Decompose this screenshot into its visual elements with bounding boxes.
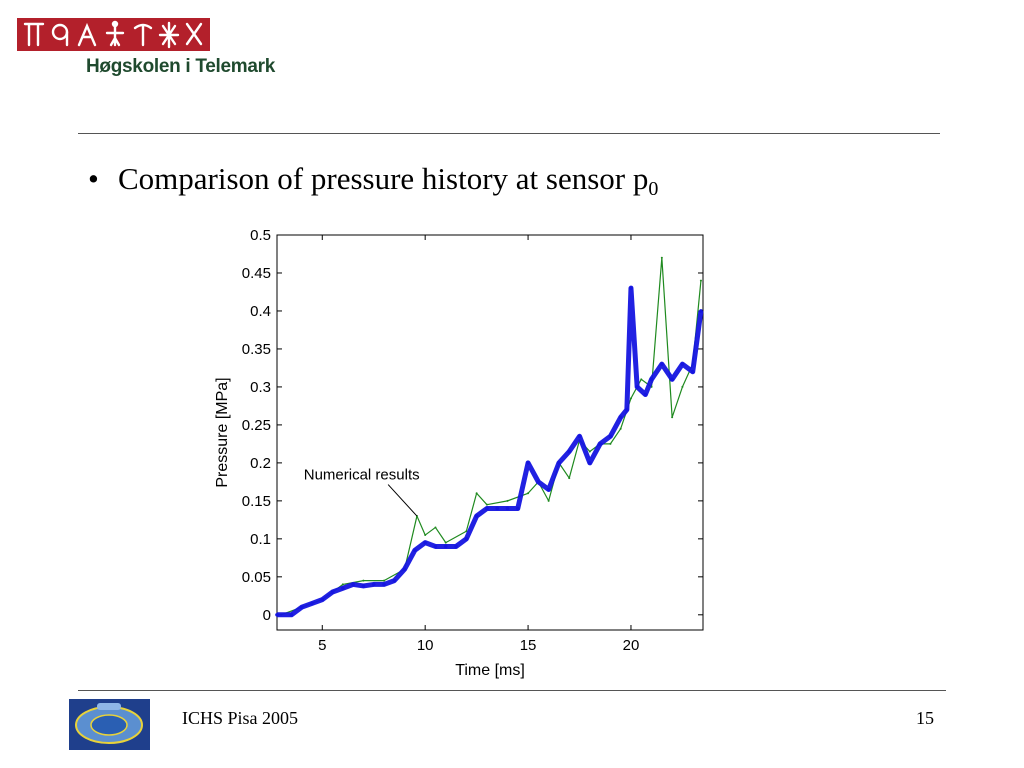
- measured-data-point: [625, 407, 629, 412]
- measured-data-point: [670, 377, 674, 382]
- footer-page-number: 15: [916, 708, 934, 728]
- telemark-logo-band: [17, 18, 210, 51]
- y-tick-label: 0.25: [242, 417, 271, 434]
- measured-data-point: [660, 362, 664, 366]
- measured-data-point: [629, 286, 633, 290]
- x-tick-label: 20: [623, 637, 640, 654]
- measured-data-point: [320, 597, 325, 602]
- measured-data-point: [485, 506, 489, 511]
- y-tick-label: 0.35: [242, 341, 271, 358]
- numerical-data-point: [383, 579, 386, 582]
- numerical-data-point: [434, 526, 437, 529]
- annotation-label: Numerical results: [304, 467, 420, 484]
- measured-data-point: [443, 544, 448, 549]
- x-tick-label: 15: [520, 637, 537, 654]
- measured-data-point: [505, 506, 510, 511]
- bullet-marker: •: [88, 161, 99, 196]
- heading-subscript: 0: [648, 178, 659, 200]
- measured-data-point: [608, 434, 613, 439]
- numerical-data-point: [568, 477, 571, 480]
- y-tick-label: 0.1: [250, 531, 271, 548]
- measured-data-point: [474, 514, 479, 518]
- measured-data-point: [310, 601, 314, 606]
- y-tick-label: 0.2: [250, 455, 271, 472]
- numerical-data-point: [527, 492, 530, 495]
- measured-data-point: [526, 461, 530, 465]
- pressure-chart: 5 10 15 20 0 0.05 0.1 0.15 0.2 0.25 0.3 0.35 0.4 0.45…: [214, 227, 704, 679]
- measured-data-point: [423, 540, 427, 545]
- numerical-data-point: [506, 499, 509, 502]
- bottom-divider: [78, 690, 946, 691]
- numerical-data-point: [341, 583, 344, 586]
- measured-data-point: [351, 582, 355, 587]
- conference-logo: [69, 699, 150, 750]
- y-tick-label: 0.3: [250, 379, 271, 396]
- measured-data-point: [680, 362, 685, 366]
- numerical-data-point: [640, 378, 643, 381]
- numerical-data-point: [681, 385, 684, 388]
- measured-data-point: [413, 548, 417, 553]
- conference-emblem-icon: [75, 703, 143, 744]
- numerical-data-point: [619, 427, 622, 430]
- y-tick-label: 0.05: [242, 569, 271, 586]
- y-tick-label: 0.15: [242, 493, 271, 510]
- measured-data-point: [643, 392, 648, 397]
- measured-data-point: [433, 544, 438, 549]
- measured-data-point: [577, 434, 582, 439]
- numerical-data-point: [671, 416, 674, 419]
- heading-text: Comparison of pressure history at sensor…: [118, 161, 649, 196]
- numerical-data-point: [629, 397, 632, 400]
- institution-name: Høgskolen i Telemark: [86, 56, 275, 77]
- footer-conference: ICHS Pisa 2005: [182, 708, 299, 728]
- measured-data-point: [515, 506, 520, 511]
- measured-data-point: [361, 584, 366, 588]
- measured-data-point: [635, 385, 639, 389]
- numerical-data-point: [660, 256, 663, 259]
- plot-area: [276, 234, 704, 631]
- numerical-data-point: [547, 499, 550, 502]
- y-axis-label: Pressure [MPa]: [214, 377, 231, 487]
- measured-data-point: [536, 480, 541, 484]
- measured-data-point: [275, 613, 279, 617]
- measured-data-point: [371, 582, 376, 587]
- numerical-data-point: [699, 279, 702, 282]
- measured-data-point: [392, 578, 397, 583]
- measured-data-point: [567, 449, 572, 454]
- measured-data-point: [699, 309, 703, 313]
- numerical-data-point: [485, 503, 488, 506]
- measured-data-point: [289, 613, 294, 617]
- measured-data-point: [495, 506, 500, 511]
- measured-data-point: [382, 582, 386, 587]
- measured-data-point: [330, 590, 335, 594]
- numerical-data-point: [588, 450, 591, 453]
- measured-data-point: [588, 461, 592, 465]
- top-divider: [78, 133, 940, 134]
- numerical-data-point: [362, 579, 365, 582]
- measured-data-point: [557, 461, 561, 465]
- numerical-data-point: [424, 534, 427, 537]
- x-tick-label: 5: [318, 637, 326, 654]
- measured-data-point: [598, 442, 602, 446]
- measured-data-point: [690, 369, 695, 374]
- measured-data-point: [454, 544, 458, 549]
- numerical-data-point: [609, 442, 612, 445]
- measured-data-point: [618, 415, 623, 420]
- y-tick-label: 0: [263, 607, 271, 624]
- measured-data-point: [649, 377, 654, 382]
- measured-data-point: [464, 537, 469, 541]
- annotation-pointer: [387, 484, 418, 517]
- measured-data-point: [402, 567, 407, 572]
- x-axis-label: Time [ms]: [455, 662, 525, 679]
- y-tick-label: 0.45: [242, 265, 271, 282]
- rock-carving-logo-icon: [23, 20, 203, 49]
- y-tick-label: 0.5: [250, 227, 271, 244]
- measured-data-point: [546, 487, 551, 492]
- numerical-data-point: [475, 492, 478, 495]
- measured-data-point: [341, 586, 345, 591]
- x-tick-label: 10: [417, 637, 434, 654]
- y-tick-label: 0.4: [250, 303, 271, 320]
- slide-heading: • Comparison of pressure history at senso…: [88, 160, 658, 208]
- measured-data-point: [299, 605, 304, 610]
- numerical-data-point: [444, 541, 447, 544]
